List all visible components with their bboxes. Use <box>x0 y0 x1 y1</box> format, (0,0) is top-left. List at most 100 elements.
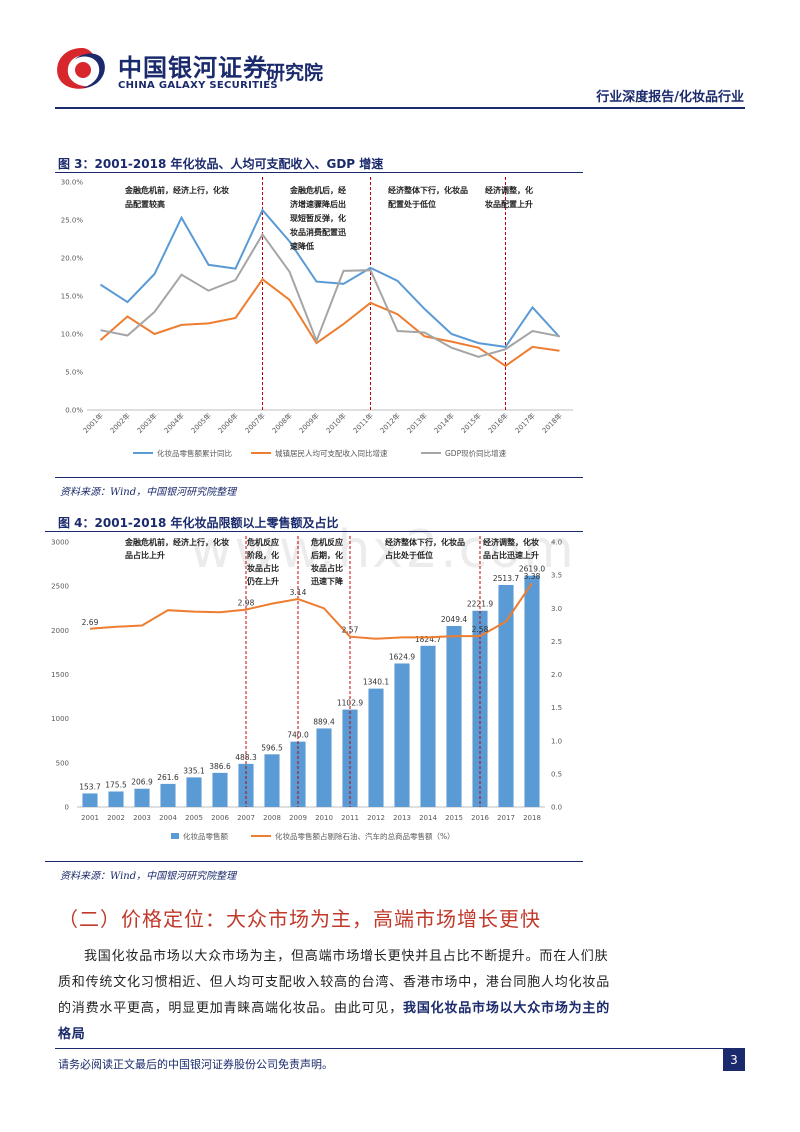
annotation-text: 阶段，化 <box>247 550 279 560</box>
legend-label: GDP现价同比增速 <box>445 448 507 458</box>
y-right-tick-label: 0.5 <box>551 770 562 778</box>
bar <box>498 584 514 807</box>
annotation-text: 济增速骤降后出 <box>290 199 346 209</box>
x-tick-label: 2016年 <box>486 411 510 435</box>
x-tick-label: 2010 <box>315 814 333 822</box>
footer-rule <box>55 1048 745 1049</box>
annotation-text: 妆品占比 <box>311 563 343 573</box>
bar <box>394 663 410 807</box>
bar <box>446 625 462 807</box>
x-tick-label: 2009 <box>289 814 307 822</box>
y-left-tick-label: 1000 <box>51 715 69 723</box>
y-right-tick-label: 1.5 <box>551 704 562 712</box>
x-tick-label: 2002年 <box>108 411 132 435</box>
bar <box>212 772 228 807</box>
series-line <box>100 232 560 358</box>
brand-name-en: CHINA GALAXY SECURITIES <box>118 80 278 91</box>
x-tick-label: 2006年 <box>216 411 240 435</box>
figure-3-title: 图 3：2001-2018 年化妆品、人均可支配收入、GDP 增速 <box>58 157 384 171</box>
y-right-tick-label: 4.0 <box>551 539 562 547</box>
x-tick-label: 2005年 <box>189 411 213 435</box>
share-line <box>89 582 533 640</box>
bar <box>134 788 150 807</box>
header-rule <box>55 107 745 109</box>
x-tick-label: 2007年 <box>243 411 267 435</box>
x-tick-label: 2012 <box>367 814 385 822</box>
y-left-tick-label: 2000 <box>51 627 69 635</box>
figure-4-title: 图 4：2001-2018 年化妆品限额以上零售额及占比 <box>58 516 339 530</box>
x-tick-label: 2017 <box>497 814 515 822</box>
x-tick-label: 2006 <box>211 814 229 822</box>
x-tick-label: 2014年 <box>432 411 456 435</box>
annotation-text: 配置处于低位 <box>388 199 436 209</box>
y-tick-label: 5.0% <box>65 369 83 377</box>
annotation-text: 现短暂反弹，化 <box>290 213 346 223</box>
figure-3-source: 资料来源：Wind，中国银河研究院整理 <box>60 487 237 498</box>
x-tick-label: 2018 <box>523 814 541 822</box>
bar-value-label: 889.4 <box>313 717 335 726</box>
bar <box>316 728 332 807</box>
bar <box>160 783 176 807</box>
x-tick-label: 2004 <box>159 814 177 822</box>
bar-value-label: 386.6 <box>209 762 231 771</box>
bar-value-label: 596.5 <box>261 743 283 752</box>
bar-value-label: 206.9 <box>131 778 153 787</box>
annotation-text: 经济整体下行，化妆品 <box>388 185 468 195</box>
y-right-tick-label: 0.0 <box>551 804 562 812</box>
line-value-label: 3.38 <box>524 572 541 581</box>
x-tick-label: 2005 <box>185 814 203 822</box>
series-line <box>99 208 561 348</box>
section-title: （二）价格定位：大众市场为主，高端市场增长更快 <box>58 907 541 931</box>
bar-value-label: 2049.4 <box>441 615 467 624</box>
x-tick-label: 2011 <box>341 814 359 822</box>
bar <box>264 754 280 807</box>
figure-4-chart: 0 500 1000 1500 2000 2500 3000 0.0 0.5 1.0 1.5 2.0 2… <box>51 536 562 841</box>
x-tick-label: 2001 <box>81 814 99 822</box>
bar-value-label: 2221.9 <box>467 600 493 609</box>
bar-value-label: 1624.9 <box>389 652 415 661</box>
page-number: 3 <box>723 1049 745 1071</box>
bar-value-label: 261.6 <box>157 773 179 782</box>
galaxy-logo-icon <box>57 48 105 89</box>
figure-3-bottom-rule <box>55 477 583 478</box>
bar <box>290 741 306 807</box>
bar <box>420 645 436 807</box>
bar-value-label: 175.5 <box>105 780 127 789</box>
legend-swatch <box>171 833 179 839</box>
bar-value-label: 1824.7 <box>415 635 441 644</box>
legend-label: 化妆品零售额占剔除石油、汽车的总商品零售额（%） <box>275 831 455 841</box>
y-tick-label: 10.0% <box>61 331 84 339</box>
bar <box>82 793 98 807</box>
y-tick-label: 30.0% <box>61 179 84 187</box>
annotation-text: 迅速下降 <box>311 576 344 586</box>
bar-value-label: 2619.0 <box>519 565 545 574</box>
annotation-text: 妆品占比 <box>247 563 279 573</box>
y-right-tick-label: 3.5 <box>551 572 562 580</box>
annotation-text: 经济调整，化妆 <box>483 537 539 547</box>
bar-value-label: 740.0 <box>287 731 309 740</box>
series-line <box>99 277 560 368</box>
x-tick-label: 2018年 <box>540 411 564 435</box>
y-right-tick-label: 2.0 <box>551 671 562 679</box>
report-type: 行业深度报告/化妆品行业 <box>596 90 744 105</box>
line-value-label: 2.69 <box>82 618 99 627</box>
annotation-text: 后期，化 <box>311 550 343 560</box>
x-tick-label: 2004年 <box>162 411 186 435</box>
annotation-text: 经济整体下行，化妆品 <box>385 537 465 547</box>
x-tick-label: 2016 <box>471 814 489 822</box>
figure-4-top-rule <box>45 531 583 532</box>
paragraph-text: 我国化妆品市场以大众市场为主，但高端市场增长更快并且占比不断提升。而在人们肤质和… <box>58 949 611 1016</box>
y-right-tick-label: 2.5 <box>551 638 562 646</box>
line-value-label: 2.57 <box>342 626 359 635</box>
annotation-text: 速降低 <box>290 241 314 251</box>
bar-value-label: 1340.1 <box>363 678 389 687</box>
brand-name-cn: 中国银河证券 <box>118 54 268 82</box>
y-tick-label: 15.0% <box>61 293 84 301</box>
bar <box>186 777 202 807</box>
y-left-tick-label: 500 <box>56 759 69 767</box>
y-right-tick-label: 3.0 <box>551 605 562 613</box>
bar <box>524 575 540 807</box>
line-value-label: 2.58 <box>472 625 489 634</box>
line-value-label: 2.98 <box>238 599 255 608</box>
x-tick-label: 2017年 <box>513 411 537 435</box>
